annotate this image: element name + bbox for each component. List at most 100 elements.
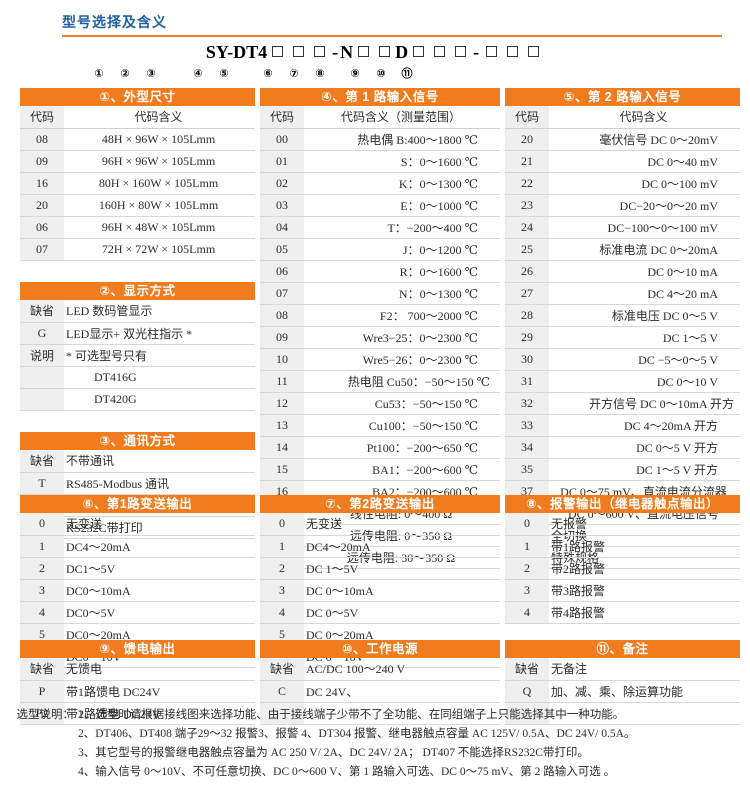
table-row: 0 无变送: [20, 513, 255, 536]
row-desc: DT420G: [64, 388, 255, 411]
model-box-6: [413, 46, 425, 57]
model-dash-2: -: [473, 42, 480, 62]
row-code: 5: [20, 623, 64, 646]
table-row: 5 DC0～20mA: [20, 623, 255, 646]
row-desc: 开方信号 DC 0～10mA 开方: [549, 392, 740, 415]
row-desc: [304, 702, 500, 725]
section-header-11: ⑪、备注: [505, 640, 740, 658]
model-dash-1: -: [332, 42, 339, 62]
marker-11: ⑪: [401, 67, 413, 80]
row-desc: DC 0～10mA: [304, 579, 500, 602]
table-row: 28 标准电压 DC 0～5 V: [505, 304, 740, 327]
table-row: G LED显示+ 双光柱指示 *: [20, 322, 255, 345]
table-row: 2 带2路报警: [505, 557, 740, 580]
row-desc: 带2路馈电 DC24V: [64, 702, 255, 725]
row-desc: DC 1～5 V 开方: [549, 458, 740, 481]
section-table-5: 代码 代码含义 20 毫伏信号 DC 0～20mV 21 DC 0～40 mV 22…: [505, 106, 740, 569]
row-desc: J：0～1200 ℃: [304, 238, 500, 261]
section-table-6: 0 无变送 1 DC4～20mA 2 DC1～5V 3 DC0～10mA 4 DC0～5V…: [20, 513, 255, 668]
table-row: 00 热电偶 B:400～1800 ℃: [260, 128, 500, 151]
table-row: 09 Wre3−25：0～2300 ℃: [260, 326, 500, 349]
row-code: 05: [260, 238, 304, 261]
row-code: 14: [260, 436, 304, 459]
model-box-3: [314, 46, 326, 57]
row-code: 06: [260, 260, 304, 283]
marker-10: ⑩: [376, 67, 386, 80]
table-row: 10 Wre5−26：0～2300 ℃: [260, 348, 500, 371]
table-row: 5 DC 0～20mA: [260, 623, 500, 646]
table-row: 35 DC 1～5 V 开方: [505, 458, 740, 481]
row-desc: 无变送: [304, 513, 500, 536]
row-code: 08: [20, 128, 64, 151]
column-left-2: ⑥、第1路变送输出 0 无变送 1 DC4～20mA 2 DC1～5V 3 DC0～10…: [20, 495, 255, 668]
row-code: 10: [260, 348, 304, 371]
row-code: 06: [20, 216, 64, 239]
row-desc: LED 数码管显示: [64, 300, 255, 323]
row-desc: DC 4～20mA 开方: [549, 414, 740, 437]
row-desc: Cu100：−50～150 ℃: [304, 414, 500, 437]
table-row: 06 96H × 48W × 105Lmm: [20, 216, 255, 239]
row-code: 3: [20, 579, 64, 602]
column-right-2: ⑧、报警输出（继电器触点输出） 0 无报警 1 带1路报警 2 带2路报警 3 带3路报…: [505, 495, 740, 668]
note-line: 4、输入信号 0～10V、不可任意切换、DC 0～600 V、第 1 路输入可选…: [0, 763, 750, 782]
table-row: Q 加、减、乘、除运算功能: [505, 680, 740, 703]
row-code: 1: [260, 535, 304, 558]
row-code: 2: [20, 557, 64, 580]
row-code: 04: [260, 216, 304, 239]
table-row: 缺省 不带通讯: [20, 450, 255, 473]
note-text: 3、其它型号的报警继电器触点容量为 AC 250 V/ 2A、DC 24V/ 2…: [78, 747, 589, 759]
table-row: 说明 * 可选型号只有: [20, 344, 255, 367]
model-box-2: [293, 46, 305, 57]
table-row: 缺省 AC/DC 100～240 V: [260, 658, 500, 681]
row-code: 1: [505, 535, 549, 558]
marker-1: ①: [94, 67, 104, 80]
row-code: 24: [505, 216, 549, 239]
row-code: 33: [505, 414, 549, 437]
row-desc: DC4～20mA: [304, 535, 500, 558]
column-middle-2: ⑦、第2路变送输出 0 无变送 1 DC4～20mA 2 DC 1～5V 3 DC 0～…: [260, 495, 500, 668]
row-code: 11: [260, 370, 304, 393]
row-desc: 无变送: [64, 513, 255, 536]
table-row: 1 DC4～20mA: [20, 535, 255, 558]
row-code: 09: [20, 150, 64, 173]
table-header-row: 代码 代码含义（测量范围）: [260, 106, 500, 129]
section-header-5: ⑤、第 2 路输入信号: [505, 88, 740, 106]
row-desc: DC 1～5 V: [549, 326, 740, 349]
section-header-10: ⑩、工作电源: [260, 640, 500, 658]
model-number-string: SY-DT4- N D -: [0, 42, 750, 63]
row-code: 07: [260, 282, 304, 305]
table-row: 3 DC 0～10mA: [260, 579, 500, 602]
row-desc: DT416G: [64, 366, 255, 389]
section-table-2: 缺省 LED 数码管显示 G LED显示+ 双光柱指示 * 说明 * 可选型号只有 D…: [20, 300, 255, 432]
row-desc: S：0～1600 ℃: [304, 150, 500, 173]
row-code: P2: [20, 702, 64, 725]
row-code: 缺省: [20, 300, 64, 323]
table-row: DT416G: [20, 366, 255, 389]
row-desc: 带4路报警: [549, 601, 740, 624]
table-row: 06 R：0～1600 ℃: [260, 260, 500, 283]
column-header-desc: 代码含义: [64, 106, 255, 129]
page-title: 型号选择及含义: [62, 14, 167, 30]
row-desc: DC 0～100 mV: [549, 172, 740, 195]
table-row: 缺省 LED 数码管显示: [20, 300, 255, 323]
table-row: 4 DC 0～5V: [260, 601, 500, 624]
row-code: 09: [260, 326, 304, 349]
row-code: 20: [20, 194, 64, 217]
row-desc: Cu53：−50～150 ℃: [304, 392, 500, 415]
table-row: 12 Cu53：−50～150 ℃: [260, 392, 500, 415]
table-row: 04 T：−200～400 ℃: [260, 216, 500, 239]
table-header-row: 代码 代码含义: [20, 106, 255, 129]
row-code: 28: [505, 304, 549, 327]
row-code: 02: [260, 172, 304, 195]
table-row: 1 带1路报警: [505, 535, 740, 558]
model-letter-d: D: [395, 42, 409, 62]
row-desc: DC−100～0～100 mV: [549, 216, 740, 239]
table-row: 15 BA1：−200～600 ℃: [260, 458, 500, 481]
row-code: 缺省: [505, 658, 549, 681]
table-row: 02 K：0～1300 ℃: [260, 172, 500, 195]
section-table-9: 缺省 无馈电 P 带1路馈电 DC24V P2 带2路馈电 DC24V: [20, 658, 255, 725]
marker-4: ④: [193, 67, 203, 80]
row-desc: DC 0～5V: [304, 601, 500, 624]
section-table-11: 缺省 无备注 Q 加、减、乘、除运算功能: [505, 658, 740, 725]
model-marker-row: ① ② ③ ④ ⑤ ⑥ ⑦ ⑧ ⑨ ⑩ ⑪: [0, 65, 750, 81]
